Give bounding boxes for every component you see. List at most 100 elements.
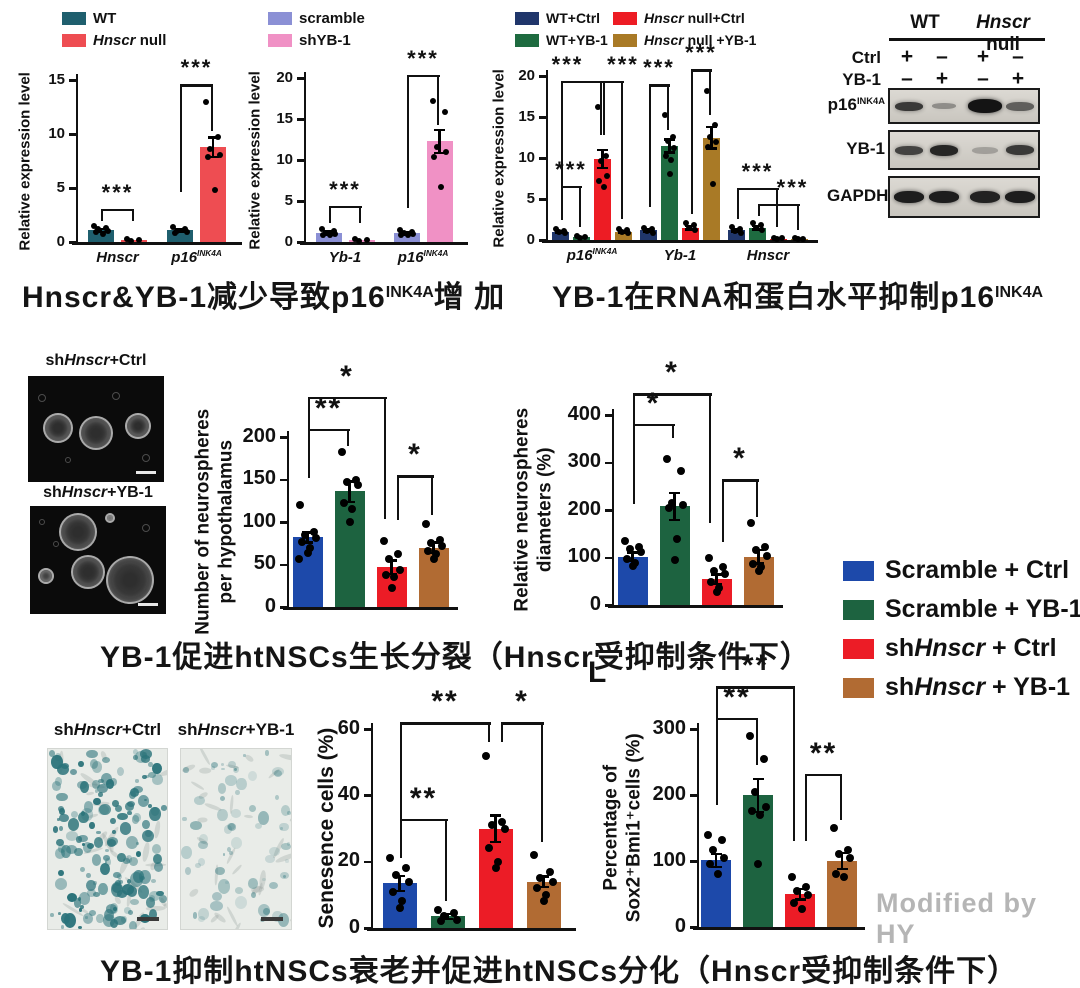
stain-spot [86, 873, 91, 879]
legend-item: Hnscr null [62, 32, 166, 49]
stain-spot [145, 829, 152, 838]
data-point [664, 137, 671, 144]
sig-bracket [579, 185, 582, 227]
y-tick [296, 77, 304, 80]
stain-spot [159, 895, 167, 904]
error-cap [794, 898, 806, 901]
data-point [392, 870, 401, 879]
sig-bracket [347, 428, 350, 446]
stain-spot [93, 881, 97, 886]
data-point [539, 897, 548, 906]
stain-spot [81, 808, 93, 821]
y-axis-label-line: Number of neurospheres [192, 409, 214, 635]
stain-spot [265, 855, 276, 863]
text-part: shYB-1 [299, 32, 351, 49]
y-tick [296, 200, 304, 203]
stain-spot [129, 856, 139, 866]
error-cap [302, 541, 313, 544]
error-cap [627, 551, 638, 554]
data-point [400, 229, 407, 236]
data-point [640, 224, 647, 231]
stain-spot [273, 769, 283, 778]
stain-spot [230, 836, 243, 849]
stain-spot [86, 880, 97, 892]
y-axis [303, 72, 306, 244]
text-part: +YB-1 [107, 484, 153, 501]
y-axis-label: Number of neurospheres per hypothalamus [191, 397, 239, 647]
stain-spot [89, 758, 98, 769]
data-point [650, 229, 657, 236]
data-point [389, 573, 398, 582]
sig-bracket [736, 187, 739, 219]
sig-bracket [406, 74, 440, 78]
stain-spot [132, 749, 139, 755]
sig-bracket [690, 69, 712, 72]
text-part: sh [177, 720, 198, 739]
data-point [384, 555, 393, 564]
legend-item: Hnscr null+Ctrl [613, 10, 745, 26]
data-point [799, 235, 806, 242]
data-point [661, 112, 668, 119]
stain-spot [56, 792, 68, 802]
cell-streak [244, 753, 256, 763]
stain-spot [263, 908, 270, 916]
x-category-label: Yb-1 [620, 247, 740, 264]
data-point [429, 554, 438, 563]
text-part: INK4A [423, 249, 449, 258]
tick-label: 400 [567, 402, 601, 425]
stain-spot [133, 754, 138, 761]
bar [478, 828, 513, 928]
stain-spot [110, 882, 124, 898]
data-point [410, 230, 417, 237]
bar [430, 916, 465, 928]
sig-bracket [600, 80, 603, 136]
stain-spot [145, 897, 156, 908]
data-point [203, 98, 210, 105]
error-bar [438, 129, 441, 153]
data-point [441, 109, 448, 116]
stain-spot [127, 810, 132, 816]
data-point [345, 518, 354, 526]
wb-band [929, 191, 959, 203]
stain-spot [211, 891, 223, 902]
faint-cell [65, 457, 71, 463]
stain-spot [281, 842, 291, 850]
stain-spot [197, 857, 206, 866]
data-point [421, 519, 430, 528]
cell-streak [279, 752, 291, 763]
data-point [300, 530, 309, 539]
stain-spot [274, 795, 279, 801]
y-tick [296, 159, 304, 162]
error-cap [597, 148, 608, 152]
data-point [623, 227, 630, 234]
stain-spot [140, 755, 151, 763]
data-point [91, 222, 98, 229]
cell-streak [288, 814, 291, 824]
data-point [95, 226, 102, 233]
bar [640, 230, 657, 240]
data-point [746, 731, 754, 740]
tick-label: 15 [518, 107, 535, 125]
stain-spot [242, 754, 246, 757]
stain-spot [58, 813, 69, 822]
neurosphere-micrograph [30, 506, 166, 614]
sig-label: *** [329, 176, 361, 202]
error-bar [673, 492, 676, 520]
sig-label: * [340, 360, 354, 394]
data-point [669, 133, 676, 140]
error-cap [710, 852, 722, 856]
sig-bracket [805, 773, 808, 842]
stain-spot [82, 841, 93, 854]
text-part: null [135, 32, 167, 49]
data-point [738, 229, 745, 236]
data-point [672, 534, 681, 543]
stain-spot [264, 750, 270, 756]
y-tick [538, 157, 546, 160]
data-point [347, 505, 356, 514]
data-point [562, 229, 569, 236]
stain-spot [153, 853, 162, 865]
faint-cell [39, 519, 45, 525]
wb-blot-box [888, 176, 1040, 218]
sig-bracket [602, 80, 605, 136]
sig-bracket [621, 80, 624, 219]
